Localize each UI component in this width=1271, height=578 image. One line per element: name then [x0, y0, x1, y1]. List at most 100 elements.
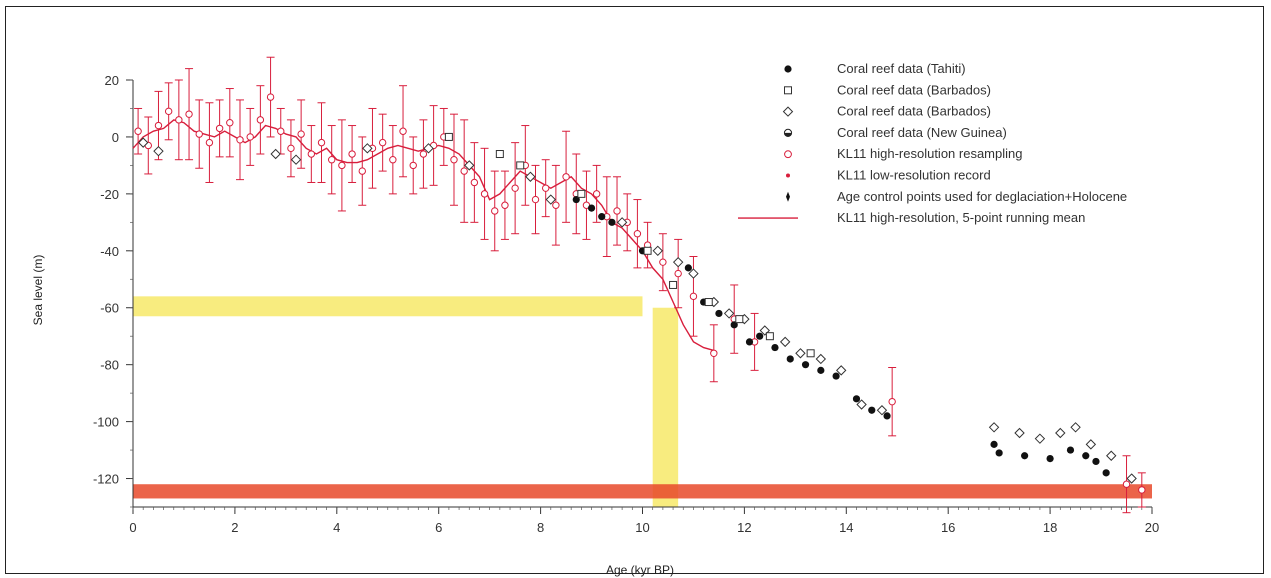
resampling-point	[338, 161, 346, 170]
data-point	[137, 137, 149, 148]
resampling-point	[419, 150, 428, 158]
resampling-point	[674, 269, 682, 278]
legend-entry-3: Coral reef data (New Guinea)	[783, 125, 1007, 140]
legend-label: Coral reef data (Barbados)	[837, 82, 991, 97]
data-point	[759, 325, 770, 336]
data-point	[795, 348, 806, 359]
resampling-point	[389, 156, 397, 164]
legend-entry-2: Coral reef data (Barbados)	[782, 104, 991, 119]
data-point	[852, 395, 861, 403]
y-tick-label: 0	[112, 130, 119, 145]
data-point	[735, 315, 744, 324]
data-point	[270, 148, 281, 160]
data-point	[786, 355, 794, 363]
data-point	[643, 246, 652, 255]
y-tick-label: -100	[93, 415, 119, 430]
resampling-point	[175, 116, 183, 124]
data-point	[1034, 433, 1046, 444]
data-point	[771, 343, 779, 352]
data-point	[290, 154, 302, 165]
y-tick-label: -40	[100, 244, 119, 259]
resampling-point	[888, 397, 896, 406]
data-point	[684, 264, 692, 272]
data-point	[516, 161, 525, 170]
resampling-point	[246, 133, 254, 141]
highlight-band-0	[133, 296, 643, 317]
resampling-point	[592, 190, 601, 198]
x-tick-label: 18	[1043, 520, 1057, 535]
x-tick-label: 20	[1145, 520, 1159, 535]
data-point	[672, 256, 684, 268]
data-point	[525, 171, 536, 182]
resampling-point	[348, 150, 356, 158]
data-point	[1106, 450, 1117, 461]
data-point	[876, 405, 888, 416]
resampling-point	[236, 136, 244, 144]
x-axis-label: Age (kyr BP)	[606, 563, 674, 577]
resampling-point	[277, 127, 285, 135]
chart-frame	[5, 6, 1264, 574]
resampling-point	[307, 150, 316, 158]
data-point	[1066, 446, 1075, 454]
data-point	[652, 245, 663, 257]
data-point	[815, 353, 827, 365]
data-point	[608, 218, 616, 226]
legend-marker-fill	[784, 132, 792, 137]
data-point	[1014, 427, 1025, 439]
highlight-band-2	[133, 484, 1152, 499]
data-point	[587, 204, 596, 212]
y-tick-label: -20	[100, 187, 119, 202]
x-tick-label: 12	[737, 520, 751, 535]
data-point	[1092, 457, 1100, 466]
resampling-point	[511, 184, 519, 192]
resampling-point	[205, 138, 214, 147]
legend-entry-1: Coral reef data (Barbados)	[784, 82, 991, 97]
data-point	[423, 143, 434, 154]
resampling-point	[1122, 480, 1131, 488]
resampling-point	[164, 107, 173, 116]
data-point	[1021, 452, 1029, 460]
data-point	[995, 449, 1003, 457]
x-tick-label: 2	[231, 520, 238, 535]
data-point	[1085, 439, 1097, 450]
resampling-point	[613, 207, 621, 215]
legend-marker	[786, 173, 790, 178]
resampling-point	[266, 93, 275, 101]
y-tick-label: -120	[93, 472, 119, 487]
resampling-point	[378, 138, 387, 147]
resampling-point	[134, 127, 142, 135]
legend-marker	[783, 128, 793, 137]
data-point	[806, 349, 815, 358]
x-tick-label: 16	[941, 520, 955, 535]
legend-label: Coral reef data (Tahiti)	[837, 61, 966, 76]
resampling-point	[195, 130, 203, 138]
data-point	[577, 189, 586, 198]
data-point	[835, 365, 847, 376]
data-point	[1046, 455, 1054, 463]
resampling-point	[491, 207, 499, 215]
data-point	[598, 213, 606, 221]
resampling-point	[460, 167, 468, 175]
y-axis-label: Sea level (m)	[31, 255, 45, 326]
resampling-point	[287, 144, 295, 153]
legend-marker	[786, 191, 790, 202]
legend-marker	[782, 106, 794, 117]
data-point	[801, 361, 810, 369]
data-point	[616, 217, 628, 228]
resampling-point	[328, 156, 336, 164]
resampling-point	[409, 161, 417, 170]
resampling-point	[358, 167, 366, 175]
data-point	[765, 332, 774, 341]
data-point	[464, 160, 475, 171]
y-tick-label: -60	[100, 301, 119, 316]
resampling-point	[531, 195, 540, 204]
series-5	[888, 367, 1146, 514]
legend-entry-7: KL11 high-resolution, 5-point running me…	[738, 210, 1085, 225]
resampling-point	[710, 349, 718, 357]
resampling-point	[215, 124, 224, 133]
data-point	[723, 308, 735, 319]
resampling-point	[501, 201, 509, 209]
resampling-point	[689, 292, 698, 301]
resampling-point	[470, 178, 479, 187]
